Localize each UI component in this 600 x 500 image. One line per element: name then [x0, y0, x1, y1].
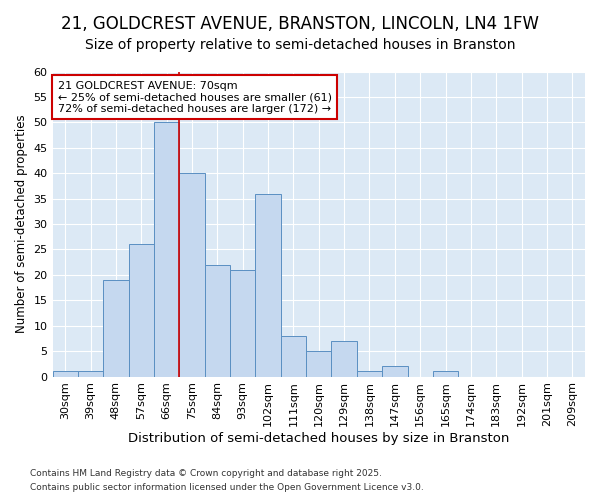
X-axis label: Distribution of semi-detached houses by size in Branston: Distribution of semi-detached houses by …	[128, 432, 509, 445]
Bar	[230, 270, 256, 376]
Bar	[128, 244, 154, 376]
Text: Size of property relative to semi-detached houses in Branston: Size of property relative to semi-detach…	[85, 38, 515, 52]
Bar	[281, 336, 306, 376]
Bar	[78, 372, 103, 376]
Bar	[433, 372, 458, 376]
Bar	[331, 341, 357, 376]
Bar	[179, 173, 205, 376]
Bar	[306, 351, 331, 376]
Bar	[357, 372, 382, 376]
Text: Contains HM Land Registry data © Crown copyright and database right 2025.: Contains HM Land Registry data © Crown c…	[30, 468, 382, 477]
Bar	[53, 372, 78, 376]
Text: 21, GOLDCREST AVENUE, BRANSTON, LINCOLN, LN4 1FW: 21, GOLDCREST AVENUE, BRANSTON, LINCOLN,…	[61, 15, 539, 33]
Bar	[154, 122, 179, 376]
Text: Contains public sector information licensed under the Open Government Licence v3: Contains public sector information licen…	[30, 484, 424, 492]
Bar	[103, 280, 128, 376]
Y-axis label: Number of semi-detached properties: Number of semi-detached properties	[15, 114, 28, 334]
Bar	[205, 264, 230, 376]
Text: 21 GOLDCREST AVENUE: 70sqm
← 25% of semi-detached houses are smaller (61)
72% of: 21 GOLDCREST AVENUE: 70sqm ← 25% of semi…	[58, 80, 332, 114]
Bar	[256, 194, 281, 376]
Bar	[382, 366, 407, 376]
